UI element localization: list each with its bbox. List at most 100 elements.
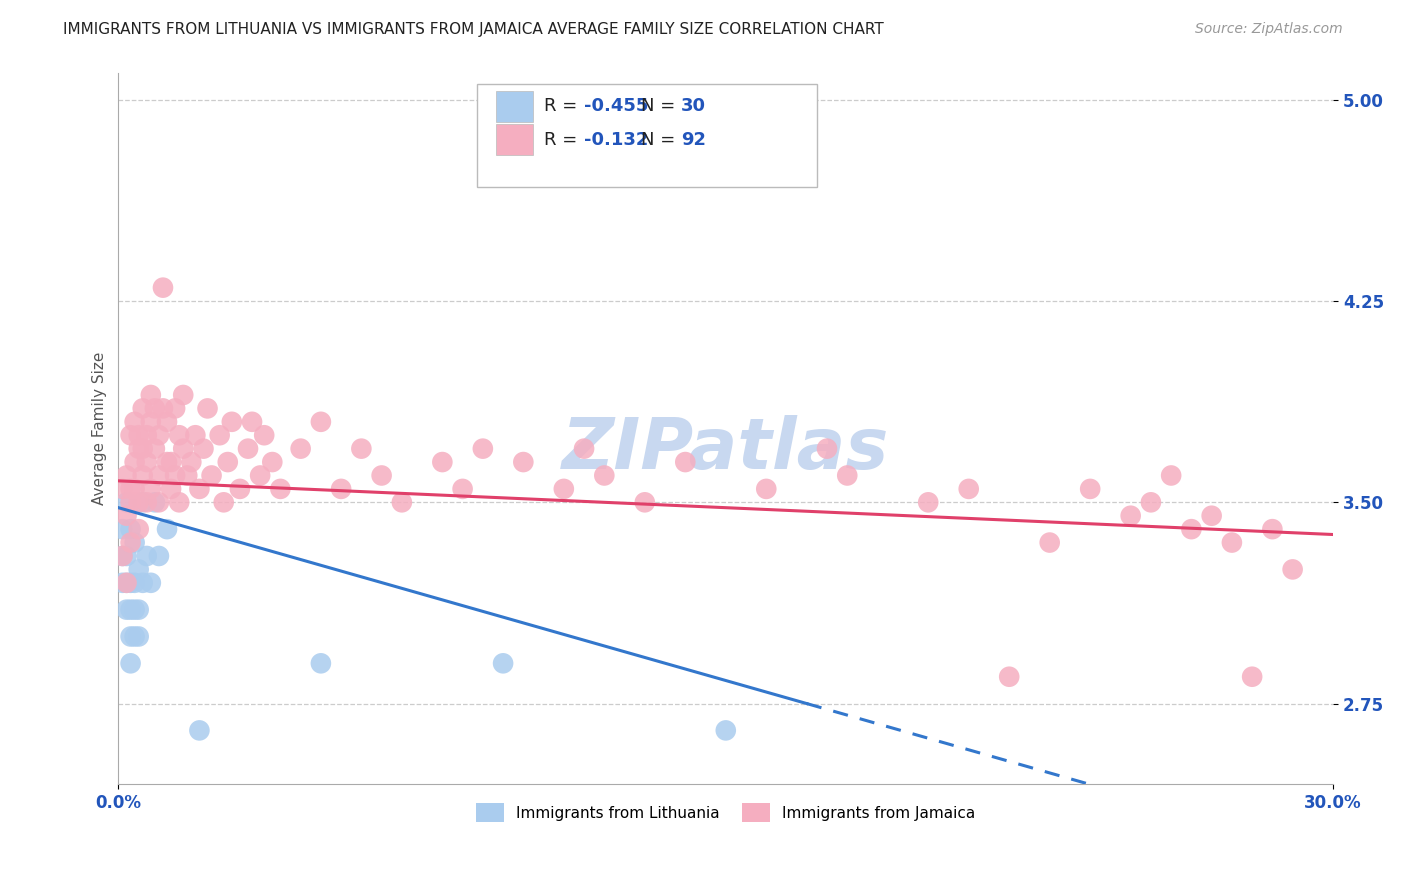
- Point: [132, 442, 155, 456]
- Point: [309, 415, 332, 429]
- Point: [492, 657, 515, 671]
- Point: [240, 415, 263, 429]
- Point: [837, 468, 859, 483]
- Point: [1039, 535, 1062, 549]
- Point: [124, 575, 146, 590]
- Point: [124, 455, 146, 469]
- Point: [120, 575, 142, 590]
- Point: [132, 468, 155, 483]
- Point: [143, 401, 166, 416]
- Point: [634, 495, 657, 509]
- Point: [156, 522, 179, 536]
- Point: [1119, 508, 1142, 523]
- Point: [350, 442, 373, 456]
- Point: [229, 482, 252, 496]
- Point: [132, 575, 155, 590]
- Point: [1140, 495, 1163, 509]
- Point: [391, 495, 413, 509]
- Point: [128, 630, 150, 644]
- Point: [111, 522, 134, 536]
- Point: [120, 535, 142, 549]
- Text: IMMIGRANTS FROM LITHUANIA VS IMMIGRANTS FROM JAMAICA AVERAGE FAMILY SIZE CORRELA: IMMIGRANTS FROM LITHUANIA VS IMMIGRANTS …: [63, 22, 884, 37]
- FancyBboxPatch shape: [496, 91, 533, 122]
- Point: [115, 549, 138, 563]
- Point: [148, 549, 170, 563]
- Point: [111, 482, 134, 496]
- Point: [128, 602, 150, 616]
- Point: [148, 428, 170, 442]
- Point: [714, 723, 737, 738]
- Point: [1261, 522, 1284, 536]
- Point: [167, 495, 190, 509]
- Point: [212, 495, 235, 509]
- Point: [132, 401, 155, 416]
- Point: [172, 388, 194, 402]
- Point: [115, 602, 138, 616]
- Point: [221, 415, 243, 429]
- Y-axis label: Average Family Size: Average Family Size: [93, 351, 107, 505]
- Point: [998, 670, 1021, 684]
- Point: [120, 482, 142, 496]
- Point: [128, 562, 150, 576]
- Point: [132, 495, 155, 509]
- Point: [139, 482, 162, 496]
- Point: [249, 468, 271, 483]
- Point: [120, 495, 142, 509]
- Point: [370, 468, 392, 483]
- Point: [1241, 670, 1264, 684]
- Point: [176, 468, 198, 483]
- Point: [124, 602, 146, 616]
- Point: [1180, 522, 1202, 536]
- Point: [167, 428, 190, 442]
- Text: R =: R =: [544, 97, 582, 115]
- Point: [188, 482, 211, 496]
- Point: [124, 482, 146, 496]
- Point: [128, 522, 150, 536]
- Point: [188, 723, 211, 738]
- Text: 92: 92: [681, 131, 706, 149]
- Legend: Immigrants from Lithuania, Immigrants from Jamaica: Immigrants from Lithuania, Immigrants fr…: [468, 796, 983, 830]
- Text: -0.132: -0.132: [583, 131, 648, 149]
- Point: [111, 549, 134, 563]
- Point: [120, 522, 142, 536]
- Point: [135, 549, 157, 563]
- Point: [135, 495, 157, 509]
- Point: [115, 508, 138, 523]
- Point: [193, 442, 215, 456]
- Point: [120, 602, 142, 616]
- Point: [115, 495, 138, 509]
- Point: [217, 455, 239, 469]
- Point: [156, 415, 179, 429]
- Text: R =: R =: [544, 131, 582, 149]
- Point: [128, 428, 150, 442]
- Point: [115, 575, 138, 590]
- FancyBboxPatch shape: [477, 84, 817, 186]
- Point: [120, 657, 142, 671]
- Point: [124, 630, 146, 644]
- Point: [262, 455, 284, 469]
- Point: [160, 482, 183, 496]
- Point: [1201, 508, 1223, 523]
- Point: [165, 401, 187, 416]
- Point: [139, 388, 162, 402]
- Point: [120, 630, 142, 644]
- Point: [330, 482, 353, 496]
- Point: [208, 428, 231, 442]
- Point: [553, 482, 575, 496]
- Point: [1078, 482, 1101, 496]
- Point: [143, 495, 166, 509]
- Point: [309, 657, 332, 671]
- Point: [120, 428, 142, 442]
- Point: [139, 415, 162, 429]
- Point: [673, 455, 696, 469]
- Text: N =: N =: [641, 97, 681, 115]
- Point: [197, 401, 219, 416]
- Point: [572, 442, 595, 456]
- Point: [184, 428, 207, 442]
- Point: [451, 482, 474, 496]
- Point: [165, 468, 187, 483]
- Text: ZIPatlas: ZIPatlas: [562, 416, 890, 484]
- Point: [200, 468, 222, 483]
- Point: [115, 468, 138, 483]
- Point: [156, 455, 179, 469]
